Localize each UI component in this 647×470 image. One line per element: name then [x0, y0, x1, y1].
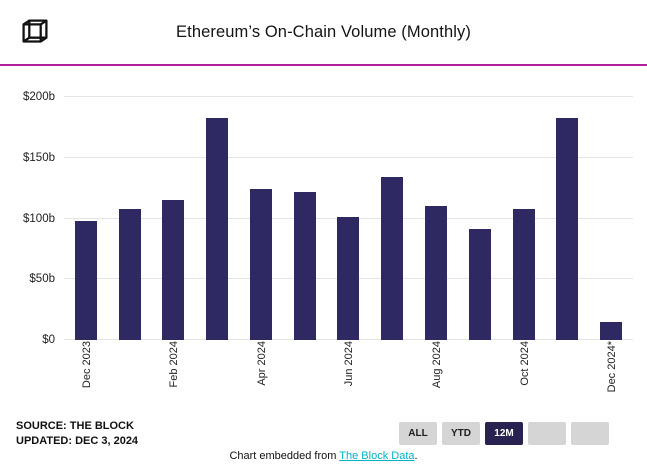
x-tick-label: Oct 2024	[518, 341, 531, 386]
bar-dec-2023	[74, 220, 97, 340]
x-slot	[195, 341, 239, 413]
bar-slot	[64, 97, 108, 340]
bar-slot	[589, 97, 633, 340]
bar-feb-2024	[162, 200, 185, 340]
x-slot: Dec 2024*	[589, 341, 633, 413]
y-tick-label: $100b	[23, 212, 55, 225]
the-block-data-link[interactable]: The Block Data	[339, 450, 415, 462]
x-slot	[545, 341, 589, 413]
range-button-blank[interactable]	[571, 422, 609, 445]
x-axis-labels: Dec 2023 Feb 2024 Apr 2024 Jun 2024 Aug 2024…	[64, 341, 633, 413]
range-buttons: ALL YTD 12M	[399, 422, 609, 445]
x-slot: Dec 2023	[64, 341, 108, 413]
bar-dec-2024-	[600, 321, 623, 340]
embed-text: Chart embedded from	[229, 450, 340, 462]
x-slot: Apr 2024	[239, 341, 283, 413]
range-button-blank[interactable]	[528, 422, 566, 445]
y-tick-label: $50b	[29, 273, 55, 286]
x-tick-label: Feb 2024	[168, 341, 181, 388]
bar-slot	[545, 97, 589, 340]
x-tick-label: Dec 2023	[80, 341, 93, 389]
x-tick-label: Apr 2024	[255, 341, 268, 386]
bar-jun-2024	[337, 217, 360, 340]
bar-slot	[195, 97, 239, 340]
y-tick-label: $150b	[23, 151, 55, 164]
x-tick-label: Dec 2024*	[606, 341, 619, 393]
bars-row	[64, 97, 633, 340]
x-slot: Feb 2024	[152, 341, 196, 413]
updated-line: UPDATED: DEC 3, 2024	[16, 434, 139, 447]
bar-slot	[502, 97, 546, 340]
the-block-logo-icon	[16, 13, 54, 51]
bar-may-2024	[293, 191, 316, 340]
bar-slot	[239, 97, 283, 340]
range-button-all[interactable]: ALL	[399, 422, 437, 445]
bar-jan-2024	[118, 208, 141, 340]
bar-slot	[108, 97, 152, 340]
chart-title: Ethereum’s On-Chain Volume (Monthly)	[176, 22, 471, 41]
bar-slot	[414, 97, 458, 340]
bar-slot	[152, 97, 196, 340]
y-tick-label: $0	[42, 334, 55, 346]
bar-slot	[370, 97, 414, 340]
header: Ethereum’s On-Chain Volume (Monthly)	[0, 0, 647, 64]
embed-attribution: Chart embedded from The Block Data.	[0, 450, 647, 462]
bar-oct-2024	[512, 208, 535, 340]
bar-slot	[458, 97, 502, 340]
range-button-12m[interactable]: 12M	[485, 422, 523, 445]
x-slot	[283, 341, 327, 413]
bar-mar-2024	[206, 117, 229, 340]
x-slot	[108, 341, 152, 413]
gridline	[64, 156, 633, 158]
gridline	[64, 96, 633, 97]
bar-apr-2024	[249, 189, 272, 340]
y-tick-label: $200b	[23, 91, 55, 103]
x-slot: Oct 2024	[502, 341, 546, 413]
x-tick-label: Jun 2024	[343, 341, 356, 387]
x-slot: Jun 2024	[327, 341, 371, 413]
bar-aug-2024	[425, 206, 447, 340]
range-button-ytd[interactable]: YTD	[442, 422, 480, 445]
x-slot	[370, 341, 414, 413]
header-separator	[0, 64, 647, 66]
bar-slot	[283, 97, 327, 340]
bar-slot	[327, 97, 371, 340]
bar-sep-2024	[468, 229, 491, 340]
plot-area: $0 $50b $100b $150b $200b	[23, 91, 633, 346]
x-tick-label: Aug 2024	[431, 341, 443, 389]
chart-area: $0 $50b $100b $150b $200b	[23, 91, 633, 346]
source-line: SOURCE: THE BLOCK	[16, 420, 134, 432]
x-slot	[458, 341, 502, 413]
bar-nov-2024	[556, 117, 579, 340]
footer: SOURCE: THE BLOCK UPDATED: DEC 3, 2024 A…	[0, 413, 647, 449]
x-slot: Aug 2024	[414, 341, 458, 413]
bar-jul-2024	[381, 177, 404, 340]
source-attribution: SOURCE: THE BLOCK UPDATED: DEC 3, 2024	[16, 419, 138, 449]
embed-text-suffix: .	[414, 450, 418, 462]
